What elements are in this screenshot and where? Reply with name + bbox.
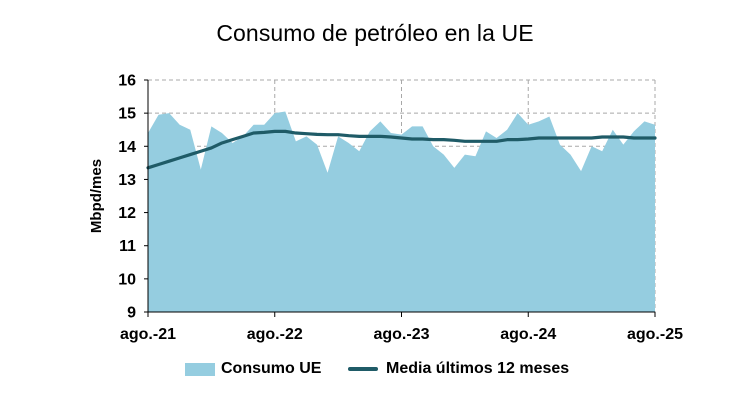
area-series [148,111,655,312]
area-consumo-ue [148,111,655,312]
y-tick-label: 15 [118,106,136,123]
legend: Consumo UE Media últimos 12 meses [0,357,750,381]
x-tick-label: ago.-21 [120,326,176,343]
line-media-12-meses [146,129,657,170]
x-tick-label: ago.-24 [500,326,556,343]
line-series [146,129,657,170]
y-tick-label: 13 [118,172,136,189]
legend-line-label: Media últimos 12 meses [386,360,570,377]
y-tick-label: 16 [118,73,136,90]
x-tick-labels: ago.-21 ago.-22 ago.-23 ago.-24 ago.-25 [120,312,683,343]
legend-area-swatch [185,362,215,376]
y-tick-labels: 9 10 11 12 13 14 15 16 [118,73,148,322]
y-tick-label: 9 [127,305,136,322]
legend-line-swatch [348,367,378,371]
y-tick-label: 12 [118,205,136,222]
y-tick-label: 14 [118,139,136,156]
y-tick-label: 10 [118,271,136,288]
y-axis-label: Mbpd/mes [88,159,105,233]
legend-item-media: Media últimos 12 meses [348,357,569,381]
chart-title: Consumo de petróleo en la UE [216,20,534,46]
y-tick-label: 11 [119,238,136,255]
legend-area-label: Consumo UE [221,360,322,377]
legend-item-consumo: Consumo UE [185,357,321,381]
x-tick-label: ago.-25 [627,326,683,343]
x-tick-label: ago.-23 [373,326,429,343]
x-tick-label: ago.-22 [247,326,303,343]
